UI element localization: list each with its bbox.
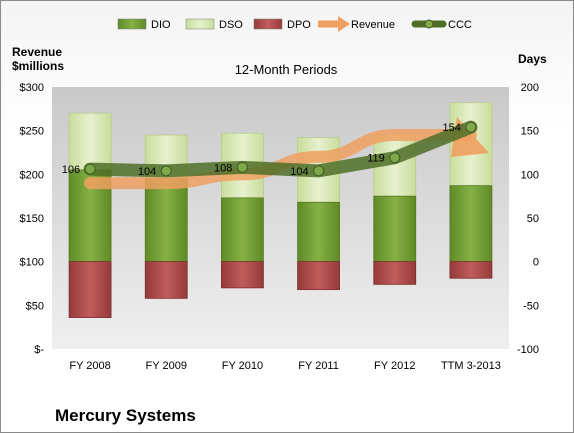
legend-label: CCC xyxy=(448,19,472,31)
right-tick-label: 150 xyxy=(521,126,539,138)
left-axis-ticks: $300 $250 $200 $150 $100 $50 $- xyxy=(20,82,45,356)
ccc-point xyxy=(84,163,96,175)
dio-bar xyxy=(221,197,264,263)
ccc-layer: 106 104 108 104 119 154 xyxy=(62,120,478,178)
ccc-data-label: 106 xyxy=(62,164,80,176)
ccc-point xyxy=(313,165,325,177)
legend-label: DIO xyxy=(151,19,171,31)
left-tick-label: $200 xyxy=(20,169,44,181)
ccc-data-label: 104 xyxy=(290,166,308,178)
dpo-bar xyxy=(68,261,112,318)
left-tick-label: $50 xyxy=(26,300,44,312)
dpo-bar xyxy=(297,261,340,291)
legend-label: Revenue xyxy=(351,19,395,31)
legend-swatch-dio xyxy=(117,18,147,30)
x-category-label: FY 2009 xyxy=(146,360,187,372)
left-axis-title-line1: Revenue xyxy=(12,45,62,59)
right-tick-label: -100 xyxy=(517,344,539,356)
dio-bar xyxy=(373,195,417,263)
company-name: Mercury Systems xyxy=(55,406,196,425)
x-category-label: TTM 3-2013 xyxy=(441,360,501,372)
right-axis-title: Days xyxy=(518,52,547,66)
left-tick-label: $150 xyxy=(20,213,44,225)
legend-swatch-revenue-head xyxy=(338,16,350,32)
dpo-bar xyxy=(144,261,188,299)
x-category-label: FY 2012 xyxy=(374,360,415,372)
dio-bar xyxy=(297,201,340,263)
dpo-bar xyxy=(373,261,417,285)
right-tick-label: 0 xyxy=(533,257,539,269)
dso-bar xyxy=(68,112,112,171)
legend-swatch-ccc-dot xyxy=(424,19,434,29)
right-axis-ticks: 200 150 100 50 0 -50 -100 xyxy=(517,82,539,356)
left-axis-title-line2: $millions xyxy=(12,59,64,73)
ccc-data-label: 104 xyxy=(138,166,156,178)
left-tick-label: $250 xyxy=(20,126,44,138)
chart-title: 12-Month Periods xyxy=(235,62,338,77)
right-tick-label: 200 xyxy=(521,82,539,94)
dio-bar xyxy=(449,185,493,263)
legend-swatch-dso xyxy=(185,18,215,30)
ccc-point xyxy=(160,165,172,177)
ccc-line xyxy=(83,120,478,178)
ccc-data-label: 108 xyxy=(214,162,232,174)
plot-area xyxy=(52,87,509,349)
x-category-label: FY 2008 xyxy=(69,360,110,372)
left-tick-label: $300 xyxy=(20,82,44,94)
left-tick-label: $- xyxy=(34,344,44,356)
legend-label: DSO xyxy=(219,19,243,31)
ccc-point xyxy=(465,121,477,133)
dio-bar xyxy=(144,178,188,263)
ccc-point xyxy=(389,152,401,164)
right-tick-label: 50 xyxy=(527,213,539,225)
x-category-label: FY 2011 xyxy=(298,360,339,372)
legend: DIO DSO DPO Revenue CCC xyxy=(117,16,472,32)
x-category-label: FY 2010 xyxy=(222,360,263,372)
legend-label: DPO xyxy=(287,19,311,31)
legend-swatch-dpo xyxy=(253,18,283,30)
left-tick-label: $100 xyxy=(20,257,44,269)
ccc-point xyxy=(236,161,248,173)
dpo-bar xyxy=(449,261,493,279)
ccc-data-label: 154 xyxy=(443,122,461,134)
ccc-data-label: 119 xyxy=(367,153,385,165)
right-tick-label: -50 xyxy=(523,300,539,312)
dpo-bar xyxy=(221,261,264,289)
x-axis-categories: FY 2008 FY 2009 FY 2010 FY 2011 FY 2012 TTM 3… xyxy=(69,360,500,372)
right-tick-label: 100 xyxy=(521,169,539,181)
